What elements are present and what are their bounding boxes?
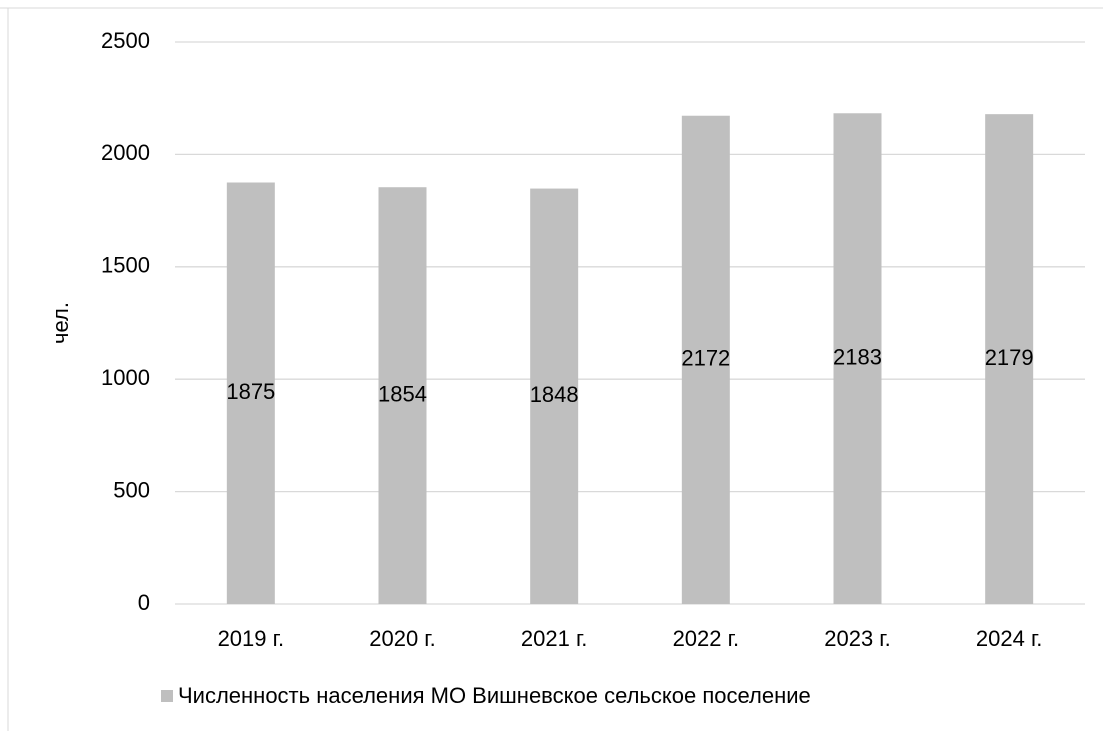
bar	[226, 182, 275, 604]
data-label: 2172	[681, 346, 730, 371]
y-axis-label: чел.	[48, 302, 73, 344]
x-tick-label: 2023 г.	[824, 626, 891, 651]
data-label: 1875	[226, 379, 275, 404]
y-tick-label: 1000	[101, 365, 150, 390]
y-tick-label: 500	[113, 477, 150, 502]
y-tick-label: 2500	[101, 28, 150, 53]
x-tick-label: 2020 г.	[369, 626, 436, 651]
y-tick-label: 0	[138, 590, 150, 615]
bar	[681, 115, 730, 604]
legend-label: Численность населения МО Вишневское сель…	[178, 683, 811, 708]
data-label: 2183	[833, 344, 882, 369]
y-tick-label: 1500	[101, 253, 150, 278]
x-tick-label: 2019 г.	[218, 626, 285, 651]
data-label: 1854	[378, 381, 427, 406]
x-tick-label: 2022 г.	[673, 626, 740, 651]
data-label: 1848	[530, 382, 579, 407]
x-tick-label: 2021 г.	[521, 626, 588, 651]
bar	[378, 187, 427, 604]
legend-swatch	[161, 690, 173, 702]
bar	[833, 113, 882, 604]
bar	[530, 188, 579, 605]
x-tick-label: 2024 г.	[976, 626, 1043, 651]
data-label: 2179	[985, 345, 1034, 370]
y-tick-label: 2000	[101, 140, 150, 165]
bar	[985, 114, 1034, 604]
